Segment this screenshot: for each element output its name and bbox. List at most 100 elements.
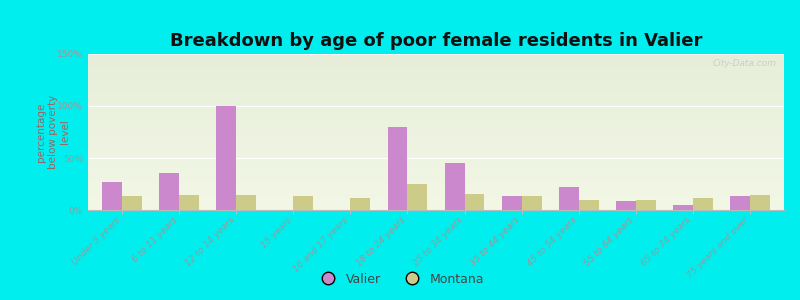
Bar bbox=[88, 63, 784, 65]
Bar bbox=[88, 191, 784, 193]
Bar bbox=[88, 87, 784, 88]
Bar bbox=[88, 193, 784, 194]
Bar bbox=[88, 68, 784, 70]
Bar bbox=[407, 184, 427, 210]
Bar bbox=[673, 205, 693, 210]
Bar bbox=[88, 145, 784, 146]
Bar bbox=[88, 184, 784, 185]
Bar bbox=[730, 196, 750, 210]
Bar bbox=[88, 118, 784, 119]
Bar bbox=[88, 60, 784, 62]
Bar bbox=[88, 168, 784, 170]
Legend: Valier, Montana: Valier, Montana bbox=[311, 268, 489, 291]
Bar bbox=[88, 180, 784, 182]
Bar bbox=[88, 208, 784, 210]
Bar bbox=[502, 196, 522, 210]
Bar bbox=[88, 94, 784, 96]
Bar bbox=[88, 199, 784, 201]
Bar bbox=[88, 62, 784, 63]
Bar bbox=[88, 99, 784, 101]
Bar bbox=[578, 200, 598, 210]
Bar bbox=[88, 124, 784, 126]
Bar bbox=[88, 163, 784, 165]
Bar bbox=[88, 121, 784, 123]
Bar bbox=[88, 59, 784, 60]
Bar bbox=[88, 172, 784, 174]
Bar bbox=[88, 92, 784, 93]
Bar bbox=[465, 194, 485, 210]
Bar bbox=[88, 166, 784, 168]
Bar bbox=[88, 135, 784, 137]
Bar bbox=[88, 102, 784, 104]
Title: Breakdown by age of poor female residents in Valier: Breakdown by age of poor female resident… bbox=[170, 32, 702, 50]
Bar bbox=[88, 90, 784, 92]
Bar bbox=[88, 148, 784, 149]
Bar bbox=[88, 96, 784, 98]
Bar bbox=[88, 79, 784, 80]
Bar bbox=[88, 67, 784, 68]
Bar bbox=[88, 187, 784, 188]
Bar bbox=[216, 106, 236, 210]
Bar bbox=[88, 177, 784, 179]
Bar bbox=[179, 195, 199, 210]
Bar bbox=[88, 197, 784, 199]
Bar bbox=[350, 197, 370, 210]
Bar bbox=[88, 70, 784, 71]
Bar bbox=[88, 162, 784, 163]
Bar bbox=[88, 171, 784, 172]
Bar bbox=[88, 65, 784, 67]
Bar bbox=[88, 106, 784, 107]
Bar bbox=[88, 155, 784, 157]
Bar bbox=[88, 141, 784, 143]
Bar bbox=[88, 84, 784, 85]
Bar bbox=[522, 196, 542, 210]
Bar bbox=[88, 110, 784, 112]
Bar bbox=[88, 174, 784, 176]
Bar bbox=[88, 112, 784, 113]
Bar bbox=[88, 71, 784, 73]
Bar bbox=[88, 169, 784, 171]
Bar bbox=[88, 190, 784, 191]
Bar bbox=[88, 123, 784, 124]
Bar bbox=[88, 93, 784, 94]
Bar bbox=[88, 115, 784, 116]
Bar bbox=[294, 196, 314, 210]
Bar bbox=[122, 196, 142, 210]
Bar bbox=[88, 132, 784, 134]
Bar bbox=[88, 158, 784, 160]
Bar bbox=[88, 80, 784, 82]
Bar bbox=[88, 151, 784, 152]
Bar bbox=[88, 126, 784, 127]
Bar bbox=[88, 98, 784, 99]
Bar bbox=[693, 197, 713, 210]
Bar bbox=[88, 113, 784, 115]
Bar bbox=[88, 119, 784, 121]
Bar bbox=[88, 157, 784, 158]
Bar bbox=[88, 152, 784, 154]
Bar bbox=[159, 172, 179, 210]
Bar bbox=[88, 134, 784, 135]
Bar bbox=[88, 179, 784, 180]
Bar bbox=[88, 204, 784, 205]
Bar bbox=[88, 149, 784, 151]
Bar bbox=[88, 82, 784, 84]
Bar bbox=[558, 187, 578, 210]
Bar bbox=[88, 76, 784, 77]
Bar bbox=[88, 205, 784, 207]
Bar bbox=[387, 127, 407, 210]
Bar bbox=[88, 54, 784, 56]
Bar bbox=[236, 195, 256, 210]
Bar bbox=[88, 109, 784, 110]
Bar bbox=[88, 127, 784, 129]
Bar bbox=[88, 196, 784, 197]
Bar bbox=[88, 207, 784, 208]
Bar bbox=[88, 182, 784, 184]
Bar bbox=[88, 116, 784, 118]
Bar bbox=[88, 56, 784, 57]
Bar bbox=[88, 143, 784, 145]
Bar bbox=[88, 57, 784, 59]
Bar bbox=[88, 201, 784, 202]
Bar bbox=[88, 165, 784, 166]
Bar bbox=[88, 85, 784, 87]
Bar bbox=[102, 182, 122, 210]
